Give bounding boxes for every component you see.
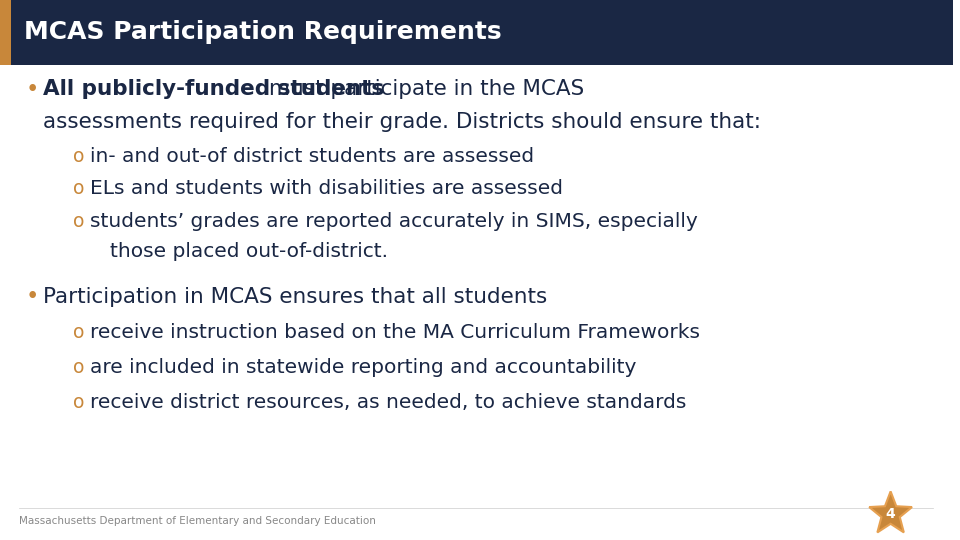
Polygon shape: [869, 491, 912, 532]
Text: in- and out-of district students are assessed: in- and out-of district students are ass…: [90, 147, 535, 166]
Text: must participate in the MCAS: must participate in the MCAS: [261, 79, 584, 99]
Text: ELs and students with disabilities are assessed: ELs and students with disabilities are a…: [90, 179, 564, 199]
Text: o: o: [73, 393, 84, 412]
Text: are included in statewide reporting and accountability: are included in statewide reporting and …: [90, 357, 636, 377]
Text: MCAS Participation Requirements: MCAS Participation Requirements: [24, 21, 501, 44]
FancyBboxPatch shape: [0, 0, 952, 65]
Text: those placed out-of-district.: those placed out-of-district.: [109, 241, 388, 261]
Text: All publicly-funded students: All publicly-funded students: [43, 79, 384, 99]
Text: 4: 4: [886, 507, 896, 521]
Text: Participation in MCAS ensures that all students: Participation in MCAS ensures that all s…: [43, 287, 547, 307]
Text: assessments required for their grade. Districts should ensure that:: assessments required for their grade. Di…: [43, 111, 761, 132]
Text: •: •: [26, 78, 39, 100]
Text: •: •: [26, 286, 39, 308]
Text: receive instruction based on the MA Curriculum Frameworks: receive instruction based on the MA Curr…: [90, 322, 701, 342]
Text: students’ grades are reported accurately in SIMS, especially: students’ grades are reported accurately…: [90, 212, 698, 231]
Text: o: o: [73, 179, 84, 199]
Text: o: o: [73, 147, 84, 166]
Text: o: o: [73, 212, 84, 231]
Text: o: o: [73, 357, 84, 377]
Text: receive district resources, as needed, to achieve standards: receive district resources, as needed, t…: [90, 393, 686, 412]
Text: Massachusetts Department of Elementary and Secondary Education: Massachusetts Department of Elementary a…: [19, 516, 376, 526]
FancyBboxPatch shape: [0, 0, 12, 65]
Text: o: o: [73, 322, 84, 342]
